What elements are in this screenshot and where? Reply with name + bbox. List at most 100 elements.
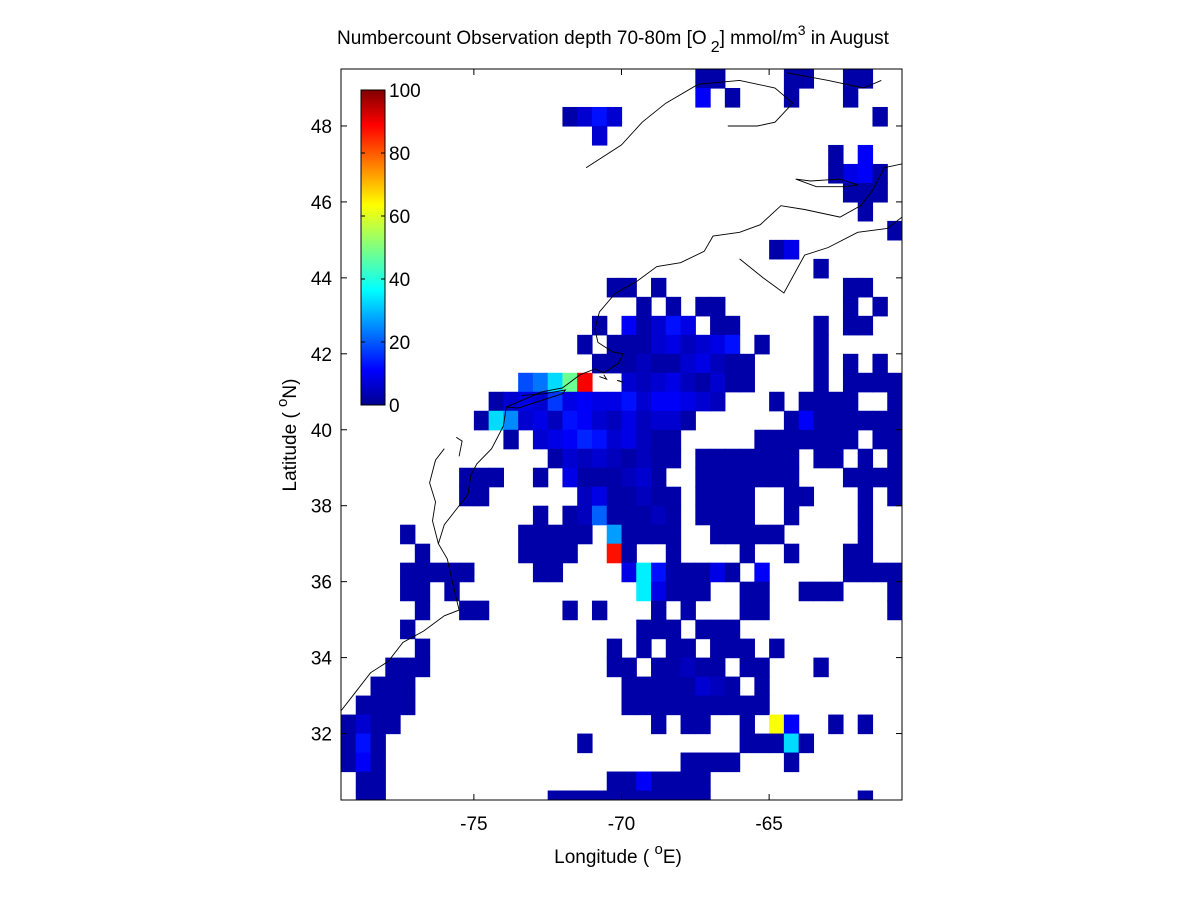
heatmap-cell: [621, 467, 637, 488]
heatmap-cell: [547, 448, 564, 469]
heatmap-cell: [651, 353, 667, 374]
heatmap-cell: [857, 182, 874, 203]
heatmap-cell: [754, 524, 770, 545]
heatmap-cell: [739, 581, 755, 602]
heatmap-cell: [769, 448, 785, 469]
heatmap-cell: [532, 505, 549, 526]
colorbar-tick-label: 0: [389, 396, 400, 417]
x-tick-label: -75: [460, 814, 487, 835]
heatmap-cell: [636, 771, 652, 792]
heatmap-cell: [429, 562, 445, 583]
heatmap-cell: [710, 296, 726, 317]
heatmap-cell: [710, 448, 726, 469]
heatmap-cell: [739, 714, 755, 735]
heatmap-cell: [341, 733, 357, 754]
heatmap-cell: [651, 505, 667, 526]
heatmap-cell: [577, 448, 593, 469]
colorbar-gradient: [360, 89, 386, 406]
heatmap-cell: [710, 505, 726, 526]
heatmap-cell: [651, 657, 667, 678]
heatmap-cell: [370, 676, 386, 697]
heatmap-cell: [577, 505, 593, 526]
y-tick-label: 44: [311, 269, 333, 290]
x-axis-label: Longitude ( oE): [554, 841, 682, 868]
coastline-segment: [786, 72, 882, 89]
heatmap-cell: [651, 790, 667, 800]
heatmap-cell: [828, 448, 844, 469]
heatmap-cell: [665, 391, 682, 412]
heatmap-cell: [754, 600, 770, 621]
heatmap-cell: [724, 619, 741, 640]
heatmap-cell: [651, 448, 667, 469]
heatmap-cell: [754, 657, 770, 678]
x-label-main: Longitude (: [554, 847, 654, 868]
heatmap-cell: [606, 334, 623, 355]
heatmap-cell: [651, 581, 667, 602]
heatmap-cell: [680, 562, 696, 583]
heatmap-cell: [739, 505, 755, 526]
y-label-main: Latitude (: [280, 407, 301, 492]
heatmap-cell: [414, 657, 431, 678]
heatmap-cell: [680, 581, 696, 602]
heatmap-cell: [503, 429, 519, 450]
heatmap-cell: [872, 353, 888, 374]
heatmap-cell: [547, 429, 564, 450]
heatmap-cell: [842, 87, 859, 108]
heatmap-cell: [651, 372, 667, 393]
heatmap-cell: [562, 429, 578, 450]
heatmap-cell: [665, 562, 682, 583]
heatmap-cell: [842, 315, 859, 336]
heatmap-cell: [636, 619, 652, 640]
heatmap-cell: [813, 581, 829, 602]
heatmap-cell: [636, 695, 652, 716]
heatmap-cell: [665, 315, 682, 336]
heatmap-cell: [887, 410, 902, 431]
heatmap-cell: [503, 410, 519, 431]
coastline-segment: [455, 436, 463, 457]
heatmap-cell: [547, 524, 564, 545]
heatmap-cell: [591, 125, 608, 146]
heatmap-cell: [651, 410, 667, 431]
heatmap-cell: [842, 69, 859, 89]
heatmap-cell: [887, 372, 902, 393]
title-main: Numbercount Observation depth 70-80m [O: [337, 28, 707, 49]
heatmap-cell: [636, 581, 652, 602]
heatmap-cell: [665, 524, 682, 545]
heatmap-cell: [710, 657, 726, 678]
heatmap-cell: [636, 505, 652, 526]
heatmap-cell: [591, 790, 608, 800]
heatmap-cell: [621, 695, 637, 716]
heatmap-cell: [857, 277, 874, 298]
heatmap-cell: [783, 448, 800, 469]
heatmap-cell: [665, 695, 682, 716]
heatmap-cell: [695, 353, 711, 374]
heatmap-cell: [459, 562, 475, 583]
heatmap-cell: [872, 296, 888, 317]
heatmap-cell: [606, 657, 623, 678]
y-label-superscript: o: [274, 399, 291, 407]
heatmap-cell: [887, 562, 902, 583]
title-end: in August: [806, 28, 890, 49]
heatmap-cell: [577, 372, 593, 393]
heatmap-cell: [695, 695, 711, 716]
heatmap-cell: [842, 372, 859, 393]
heatmap-cell: [636, 448, 652, 469]
heatmap-cell: [857, 144, 874, 165]
heatmap-cell: [532, 467, 549, 488]
heatmap-cell: [783, 429, 800, 450]
heatmap-cell: [783, 543, 800, 564]
heatmap-cell: [370, 771, 386, 792]
heatmap-cell: [695, 505, 711, 526]
heatmap-cell: [695, 771, 711, 792]
heatmap-cell: [857, 505, 874, 526]
heatmap-cell: [577, 410, 593, 431]
heatmap-cell: [562, 448, 578, 469]
heatmap-cell: [414, 581, 431, 602]
heatmap-cell: [636, 790, 652, 800]
heatmap-cell: [769, 429, 785, 450]
heatmap-cell: [857, 562, 874, 583]
heatmap-cell: [621, 353, 637, 374]
heatmap-cell: [680, 790, 696, 800]
heatmap-cell: [857, 714, 874, 735]
